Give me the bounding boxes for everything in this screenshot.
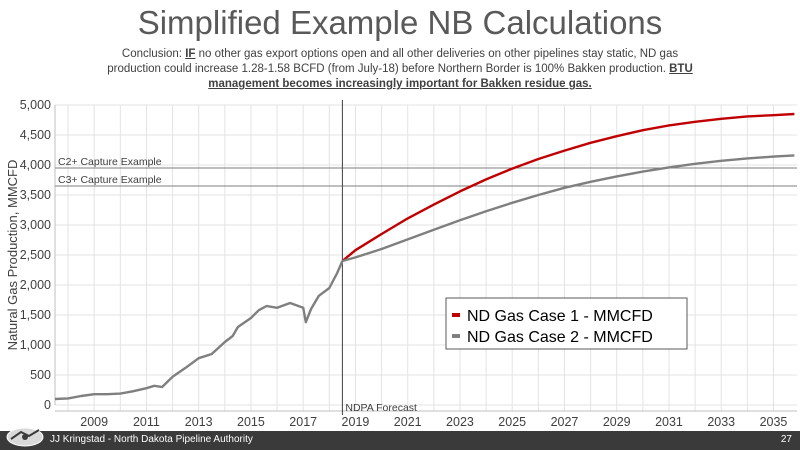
y-tick-label: 1,500 [20,308,51,322]
y-tick-label: 1,000 [20,338,51,352]
x-tick-label: 2011 [133,415,160,429]
y-tick-label: 5,000 [20,98,51,112]
x-tick-label: 2027 [551,415,579,429]
y-tick-label: 0 [44,398,51,412]
reference-line-label: C2+ Capture Example [58,156,162,168]
y-tick-label: 2,500 [20,248,51,262]
y-tick-label: 2,000 [20,278,51,292]
slide-title: Simplified Example NB Calculations [137,4,663,41]
x-tick-label: 2013 [185,415,213,429]
y-tick-label: 3,000 [20,218,51,232]
y-tick-label: 4,000 [20,158,51,172]
forecast-line-label: NDPA Forecast [345,402,417,414]
y-tick-label: 500 [30,368,51,382]
x-tick-label: 2025 [498,415,526,429]
legend-box [445,297,688,350]
x-tick-label: 2031 [655,415,683,429]
authority-logo-icon [6,427,44,447]
footer-author: JJ Kringstad - North Dakota Pipeline Aut… [50,434,253,445]
conclusion-text: Conclusion: IF no other gas export optio… [95,47,705,92]
reference-line-label: C3+ Capture Example [58,174,162,186]
gas-production-chart: 0 500 1,000 1,500 2,000 2,500 3,000 3,500 4,000 4… [5,98,797,429]
x-tick-label: 2019 [342,415,370,429]
x-tick-label: 2021 [394,415,422,429]
conclusion-prefix: Conclusion: [121,48,186,60]
y-tick-label: 3,500 [20,188,51,202]
x-tick-label: 2015 [237,415,265,429]
x-tick-label: 2029 [603,415,631,429]
y-axis-label: Natural Gas Production, MMCFD [5,160,20,351]
y-tick-label: 4,500 [20,128,51,142]
x-tick-label: 2035 [760,415,788,429]
conclusion-emphasis: BTU management becomes increasingly impo… [208,63,693,90]
x-tick-label: 2033 [707,415,735,429]
x-tick-label: 2009 [80,415,108,429]
conclusion-body: no other gas export options open and all… [107,48,679,75]
page-number: 27 [780,434,792,445]
legend-label: ND Gas Case 2 - MMCFD [467,329,653,346]
legend-label: ND Gas Case 1 - MMCFD [467,308,653,325]
conclusion-if: IF [185,48,196,60]
series-line-3 [54,260,344,401]
x-tick-label: 2023 [446,415,474,429]
x-tick-label: 2017 [289,415,317,429]
footer-bar: JJ Kringstad - North Dakota Pipeline Aut… [0,431,800,450]
series-line-2 [342,154,795,263]
series-line-1 [341,112,795,262]
